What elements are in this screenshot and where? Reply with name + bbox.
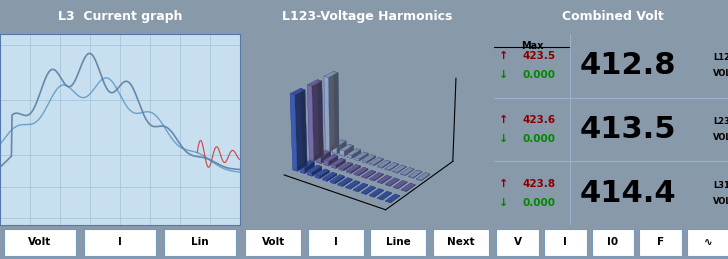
Text: 423.8: 423.8 <box>523 179 555 189</box>
FancyBboxPatch shape <box>592 229 634 256</box>
Text: Volt: Volt <box>28 237 52 247</box>
FancyBboxPatch shape <box>84 229 156 256</box>
Text: Next: Next <box>447 237 475 247</box>
Text: ↓: ↓ <box>499 70 508 80</box>
Text: L3  Current graph: L3 Current graph <box>58 10 182 23</box>
Text: I: I <box>118 237 122 247</box>
Text: VOLT: VOLT <box>713 197 728 206</box>
Text: I0: I0 <box>607 237 619 247</box>
FancyBboxPatch shape <box>308 229 364 256</box>
Text: VOLT: VOLT <box>713 133 728 142</box>
Text: Max: Max <box>521 41 543 51</box>
Text: VOLT: VOLT <box>713 69 728 78</box>
FancyBboxPatch shape <box>639 229 682 256</box>
Text: Line: Line <box>386 237 411 247</box>
Text: L123-Voltage Harmonics: L123-Voltage Harmonics <box>282 10 452 23</box>
FancyBboxPatch shape <box>370 229 427 256</box>
Text: Lin: Lin <box>191 237 209 247</box>
Text: ↑: ↑ <box>499 115 508 125</box>
FancyBboxPatch shape <box>496 229 539 256</box>
FancyBboxPatch shape <box>245 229 301 256</box>
Text: ↓: ↓ <box>499 134 508 144</box>
FancyBboxPatch shape <box>687 229 728 256</box>
Text: V: V <box>514 237 522 247</box>
Text: L31: L31 <box>713 181 728 190</box>
Text: 0.000: 0.000 <box>523 134 555 144</box>
Text: Combined Volt: Combined Volt <box>562 10 664 23</box>
Text: 423.5: 423.5 <box>523 51 555 61</box>
FancyBboxPatch shape <box>4 229 76 256</box>
FancyBboxPatch shape <box>432 229 489 256</box>
Text: 0.000: 0.000 <box>523 198 555 208</box>
Text: Volt: Volt <box>261 237 285 247</box>
FancyBboxPatch shape <box>164 229 236 256</box>
Text: I: I <box>334 237 338 247</box>
Text: 423.6: 423.6 <box>523 115 555 125</box>
Text: 413.5: 413.5 <box>579 115 676 144</box>
Text: ↑: ↑ <box>499 179 508 189</box>
Text: L23: L23 <box>713 117 728 126</box>
Text: ∿: ∿ <box>704 237 713 247</box>
Text: ↑: ↑ <box>499 51 508 61</box>
Text: 414.4: 414.4 <box>579 179 676 208</box>
Text: 0.000: 0.000 <box>523 70 555 80</box>
Text: F: F <box>657 237 664 247</box>
FancyBboxPatch shape <box>544 229 587 256</box>
Text: ↓: ↓ <box>499 198 508 208</box>
Text: 412.8: 412.8 <box>579 51 676 80</box>
Text: L12: L12 <box>713 53 728 62</box>
Text: I: I <box>563 237 567 247</box>
